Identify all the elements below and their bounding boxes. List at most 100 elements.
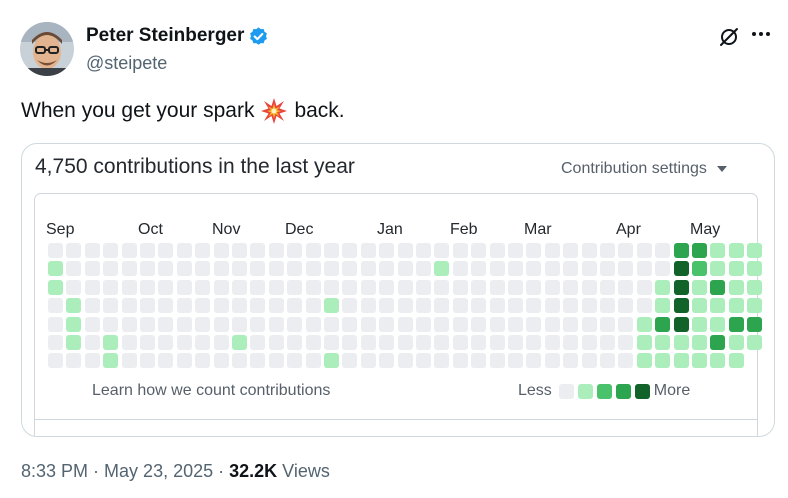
contribution-cell[interactable] xyxy=(232,335,247,350)
contribution-cell[interactable] xyxy=(324,298,339,314)
contribution-cell[interactable] xyxy=(103,279,119,295)
contribution-cell[interactable] xyxy=(360,298,376,314)
contribution-cell[interactable] xyxy=(563,316,579,332)
contribution-cell[interactable] xyxy=(452,298,468,314)
contribution-cell[interactable] xyxy=(342,279,358,295)
contribution-cell[interactable] xyxy=(526,261,542,277)
contribution-cell[interactable] xyxy=(48,353,63,369)
contribution-cell[interactable] xyxy=(213,279,229,295)
contribution-cell[interactable] xyxy=(287,279,303,295)
contribution-cell[interactable] xyxy=(305,298,321,314)
contribution-cell[interactable] xyxy=(452,243,468,258)
contribution-cell[interactable] xyxy=(710,279,726,295)
contribution-graph-image[interactable]: 4,750 contributions in the last year Con… xyxy=(21,143,775,437)
contribution-cell[interactable] xyxy=(48,316,63,332)
contribution-cell[interactable] xyxy=(710,261,726,277)
contribution-cell[interactable] xyxy=(489,335,505,350)
contribution-cell[interactable] xyxy=(489,261,505,277)
contribution-cell[interactable] xyxy=(728,316,744,332)
contribution-cell[interactable] xyxy=(84,335,100,350)
contribution-cell[interactable] xyxy=(636,335,652,350)
contribution-cell[interactable] xyxy=(544,353,560,369)
contribution-cell[interactable] xyxy=(195,261,211,277)
contribution-cell[interactable] xyxy=(728,279,744,295)
contribution-cell[interactable] xyxy=(121,243,137,258)
contribution-cell[interactable] xyxy=(581,335,597,350)
contribution-cell[interactable] xyxy=(379,298,395,314)
grok-icon[interactable] xyxy=(718,26,740,53)
contribution-cell[interactable] xyxy=(305,279,321,295)
contribution-cell[interactable] xyxy=(489,316,505,332)
contribution-cell[interactable] xyxy=(416,353,431,369)
contribution-cell[interactable] xyxy=(692,243,707,258)
contribution-cell[interactable] xyxy=(103,353,119,369)
contribution-cell[interactable] xyxy=(268,316,284,332)
contribution-cell[interactable] xyxy=(232,353,247,369)
contribution-cell[interactable] xyxy=(66,335,82,350)
contribution-cell[interactable] xyxy=(544,261,560,277)
contribution-cell[interactable] xyxy=(250,279,266,295)
contribution-cell[interactable] xyxy=(655,261,671,277)
contribution-cell[interactable] xyxy=(581,261,597,277)
contribution-cell[interactable] xyxy=(342,298,358,314)
contribution-cell[interactable] xyxy=(176,335,192,350)
contribution-cell[interactable] xyxy=(600,316,615,332)
contribution-cell[interactable] xyxy=(176,298,192,314)
contribution-cell[interactable] xyxy=(268,261,284,277)
contribution-cell[interactable] xyxy=(379,335,395,350)
contribution-cell[interactable] xyxy=(544,316,560,332)
contribution-cell[interactable] xyxy=(563,335,579,350)
contribution-cell[interactable] xyxy=(489,279,505,295)
contribution-cell[interactable] xyxy=(250,335,266,350)
contribution-cell[interactable] xyxy=(268,279,284,295)
contribution-cell[interactable] xyxy=(195,316,211,332)
contribution-cell[interactable] xyxy=(692,335,707,350)
contribution-cell[interactable] xyxy=(360,261,376,277)
contribution-cell[interactable] xyxy=(158,298,174,314)
contribution-cell[interactable] xyxy=(121,279,137,295)
contribution-cell[interactable] xyxy=(673,353,689,369)
contribution-cell[interactable] xyxy=(544,335,560,350)
contribution-cell[interactable] xyxy=(728,353,744,369)
contribution-cell[interactable] xyxy=(416,279,431,295)
contribution-cell[interactable] xyxy=(287,261,303,277)
contribution-cell[interactable] xyxy=(563,353,579,369)
contribution-cell[interactable] xyxy=(636,316,652,332)
contribution-cell[interactable] xyxy=(508,261,523,277)
contribution-cell[interactable] xyxy=(360,243,376,258)
contribution-cell[interactable] xyxy=(66,243,82,258)
contribution-cell[interactable] xyxy=(232,243,247,258)
contribution-cell[interactable] xyxy=(213,353,229,369)
contribution-cell[interactable] xyxy=(250,261,266,277)
contribution-cell[interactable] xyxy=(324,353,339,369)
contribution-cell[interactable] xyxy=(581,279,597,295)
contribution-cell[interactable] xyxy=(544,243,560,258)
contribution-cell[interactable] xyxy=(471,353,487,369)
contribution-cell[interactable] xyxy=(158,279,174,295)
contribution-cell[interactable] xyxy=(84,298,100,314)
contribution-cell[interactable] xyxy=(250,316,266,332)
contribution-cell[interactable] xyxy=(84,353,100,369)
contribution-cell[interactable] xyxy=(434,279,450,295)
contribution-cell[interactable] xyxy=(434,243,450,258)
contribution-cell[interactable] xyxy=(452,335,468,350)
contribution-cell[interactable] xyxy=(471,316,487,332)
contribution-cell[interactable] xyxy=(324,316,339,332)
contribution-cell[interactable] xyxy=(84,243,100,258)
contribution-cell[interactable] xyxy=(747,279,763,295)
contribution-cell[interactable] xyxy=(268,298,284,314)
contribution-cell[interactable] xyxy=(103,316,119,332)
contribution-cell[interactable] xyxy=(250,243,266,258)
tweet-timestamp[interactable]: 8:33 PM · May 23, 2025 · 32.2K Views xyxy=(21,459,330,483)
contribution-cell[interactable] xyxy=(489,243,505,258)
contribution-cell[interactable] xyxy=(563,243,579,258)
contribution-cell[interactable] xyxy=(692,316,707,332)
contribution-cell[interactable] xyxy=(544,279,560,295)
contribution-cell[interactable] xyxy=(140,243,155,258)
contribution-cell[interactable] xyxy=(48,243,63,258)
contribution-cell[interactable] xyxy=(66,316,82,332)
contribution-cell[interactable] xyxy=(158,261,174,277)
contribution-cell[interactable] xyxy=(416,298,431,314)
contribution-cell[interactable] xyxy=(397,243,413,258)
contribution-cell[interactable] xyxy=(471,261,487,277)
